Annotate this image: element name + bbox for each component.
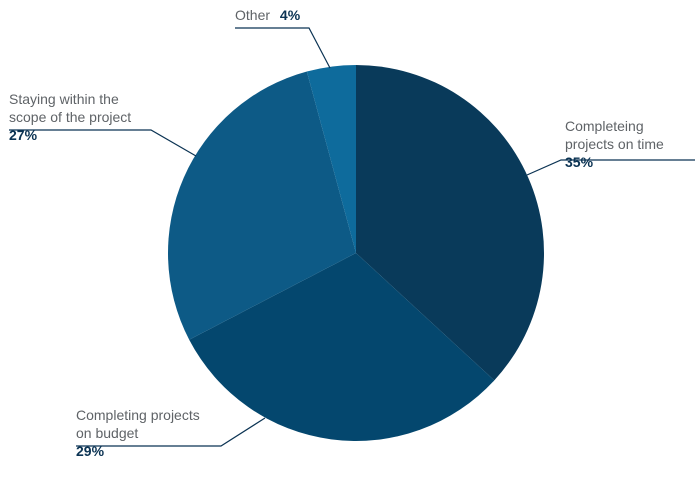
label-line: Completing projects [76, 407, 200, 423]
slice-other [306, 65, 356, 253]
label-completing-on-budget: Completing projects on budget 29% [76, 406, 200, 460]
leader-completing-on-time [526, 159, 695, 176]
label-completing-on-time: Completeing projects on time 35% [565, 117, 664, 171]
label-line: projects on time [565, 136, 664, 152]
slice-completing-on-time [356, 65, 545, 381]
value-label: 29% [76, 443, 105, 459]
label-line: on budget [76, 425, 139, 441]
leader-completing-on-budget [76, 417, 266, 447]
label-other: Other 4% [235, 6, 300, 24]
label-line: Other [235, 7, 271, 23]
value-label: 27% [9, 127, 38, 143]
label-within-scope: Staying within the scope of the project … [9, 90, 131, 144]
value-label: 4% [279, 7, 301, 23]
leader-other [235, 27, 331, 69]
slice-completing-on-budget [189, 253, 495, 442]
label-line: Completeing [565, 118, 644, 134]
label-line: Staying within the [9, 91, 119, 107]
label-line: scope of the project [9, 109, 132, 125]
value-label: 35% [565, 154, 594, 170]
slice-within-scope [167, 71, 356, 340]
leader-within-scope [9, 129, 197, 157]
